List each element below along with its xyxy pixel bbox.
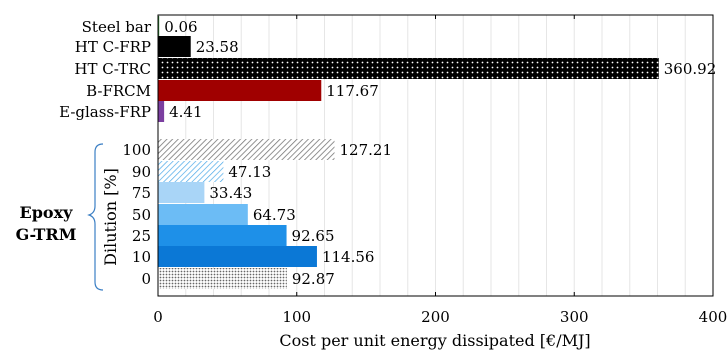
bar (158, 182, 205, 203)
group-title-line2: G-TRM (16, 225, 77, 244)
bar (158, 139, 335, 160)
bar-value-label: 92.65 (292, 227, 335, 245)
x-tick-label: 100 (282, 308, 311, 326)
bar-value-label: 117.67 (326, 82, 379, 100)
bar (158, 161, 224, 182)
bar-value-label: 23.58 (196, 38, 239, 56)
bar-category-label: 10 (132, 248, 151, 266)
bar-category-label: 25 (132, 227, 151, 245)
bar-category-label: 75 (132, 184, 151, 202)
bar (158, 16, 160, 37)
bar-value-label: 33.43 (209, 184, 252, 202)
x-tick-label: 200 (421, 308, 450, 326)
bar (158, 80, 322, 101)
bar-value-label: 360.92 (664, 60, 717, 78)
bar-value-label: 114.56 (322, 248, 375, 266)
bar-category-label: E-glass-FRP (59, 103, 151, 121)
group-brace (87, 143, 104, 291)
x-ticks: 0 100 200 300 400 (153, 15, 727, 326)
bar-value-label: 4.41 (169, 103, 202, 121)
category-labels: Steel bar HT C-FRP HT C-TRC B-FRCM E-glass-F… (59, 18, 152, 288)
bar-category-label: HT C-TRC (74, 60, 151, 78)
bar (158, 246, 317, 267)
bar-value-label: 64.73 (253, 206, 296, 224)
bar-category-label: 0 (141, 270, 151, 288)
x-tick-label: 300 (560, 308, 589, 326)
bar (158, 204, 248, 225)
x-tick-label: 400 (699, 308, 728, 326)
bar (158, 36, 191, 57)
bar (158, 101, 165, 122)
bar-value-label: 0.06 (164, 18, 197, 36)
x-tick-label: 0 (153, 308, 163, 326)
bar-value-label: 92.87 (292, 270, 335, 288)
bar (158, 268, 287, 289)
group-title-line1: Epoxy (20, 203, 74, 222)
value-labels: 0.06 23.58 360.92 117.67 4.41 127.21 47.13 33.4… (164, 18, 716, 288)
bar-category-label: 50 (132, 206, 151, 224)
bar-category-label: 100 (122, 141, 151, 159)
bars (158, 16, 659, 289)
group-annotation: Epoxy G-TRM Dilution [%] (16, 143, 120, 291)
bar-category-label: 90 (132, 163, 151, 181)
dilution-axis-label: Dilution [%] (101, 168, 120, 266)
bar-category-label: Steel bar (82, 18, 152, 36)
bar-value-label: 47.13 (228, 163, 271, 181)
bar-category-label: B-FRCM (86, 82, 151, 100)
bar (158, 58, 659, 79)
bar-value-label: 127.21 (340, 141, 393, 159)
bar-category-label: HT C-FRP (75, 38, 151, 56)
x-axis-label: Cost per unit energy dissipated [€/MJ] (279, 331, 590, 350)
bar (158, 225, 287, 246)
